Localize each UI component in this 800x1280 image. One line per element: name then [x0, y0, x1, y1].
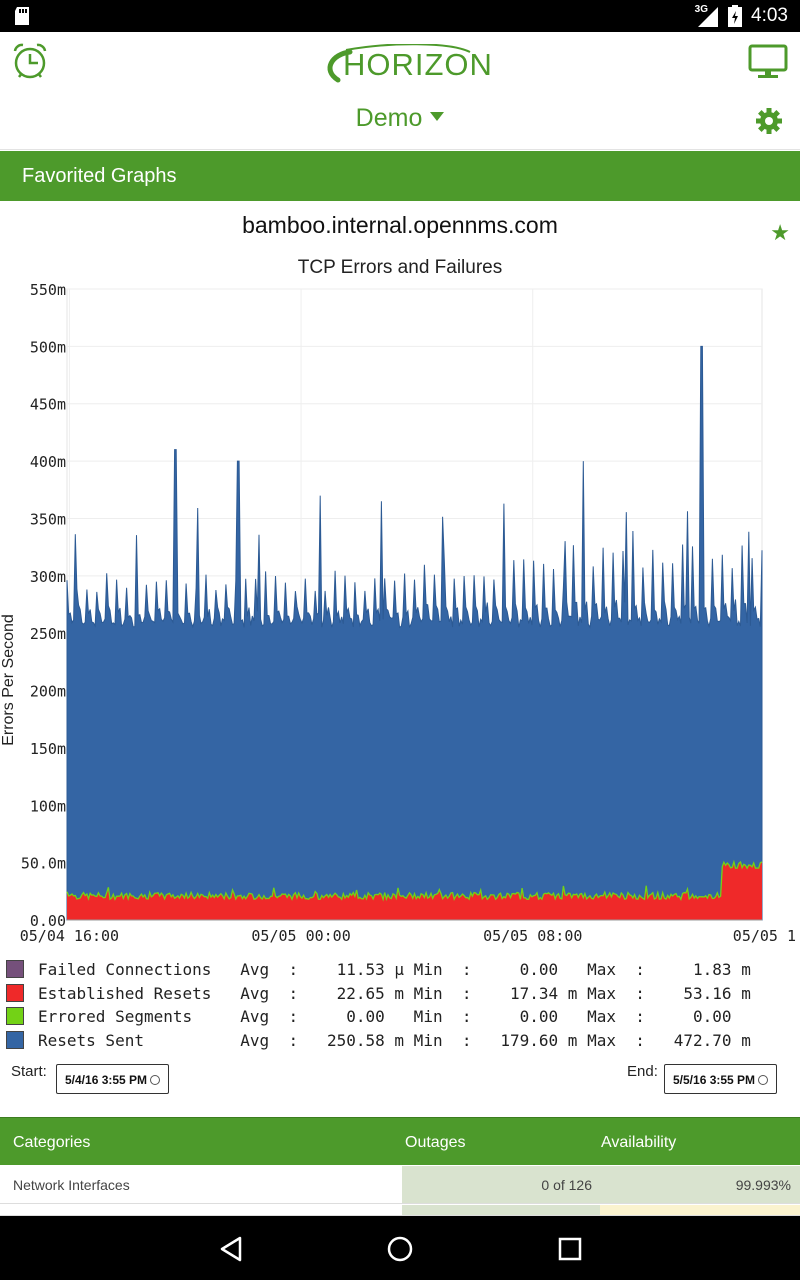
header-outages: Outages: [405, 1134, 466, 1151]
table-row[interactable]: [0, 1205, 800, 1216]
legend-text: Failed Connections Avg : 11.53 µ Min : 0…: [38, 960, 751, 979]
clock-time: 4:03: [751, 5, 788, 26]
recents-icon[interactable]: [558, 1237, 582, 1261]
settings-gear-icon[interactable]: [755, 107, 783, 135]
home-icon[interactable]: [387, 1236, 413, 1262]
end-date-value: 5/5/16 3:55 PM: [673, 1073, 756, 1087]
clock-icon: [150, 1075, 161, 1085]
category-name: Network Interfaces: [0, 1166, 402, 1203]
clock-icon: [758, 1075, 769, 1085]
legend-entry: Errored Segments Avg : 0.00 Min : 0.00 M…: [6, 1005, 800, 1029]
end-date-picker[interactable]: 5/5/16 3:55 PM: [664, 1064, 778, 1094]
x-tick-label: 05/05 1: [733, 927, 796, 945]
organization-dropdown[interactable]: Demo: [0, 104, 800, 133]
y-tick-label: 400m: [30, 453, 66, 471]
monitor-icon[interactable]: [748, 44, 788, 80]
legend-text: Errored Segments Avg : 0.00 Min : 0.00 M…: [38, 1007, 751, 1027]
category-outages: 0 of 126: [402, 1166, 600, 1203]
legend-text: Established Resets Avg : 22.65 m Min : 1…: [38, 983, 751, 1003]
y-tick-label: 150m: [30, 740, 66, 758]
legend-swatch: [6, 1007, 24, 1026]
series-errored-segments: [66, 859, 763, 902]
x-tick-label: 05/05 08:00: [483, 927, 582, 945]
legend-entry: Resets Sent Avg : 250.58 m Min : 179.60 …: [6, 1029, 800, 1053]
tcp-errors-chart: 0.00 50.0m 100m 150m 200m 250m 300m 350m 400m 450…: [0, 281, 796, 945]
chart-title: TCP Errors and Failures: [297, 257, 503, 278]
legend-text: Resets Sent Avg : 250.58 m Min : 179.60 …: [38, 1031, 751, 1051]
alarm-clock-icon[interactable]: [12, 42, 48, 80]
system-nav-bar: [0, 1216, 800, 1280]
legend-entry: Failed Connections Avg : 11.53 µ Min : 0…: [6, 958, 800, 982]
y-tick-label: 300m: [30, 568, 66, 586]
x-tick-label: 05/04 16:00: [20, 927, 119, 945]
category-availability: 99.993%: [600, 1166, 800, 1203]
categories-table-header: Categories Outages Availability: [0, 1117, 800, 1165]
y-axis-label: Errors Per Second: [0, 614, 17, 746]
legend-swatch: [6, 1031, 24, 1050]
header-categories: Categories: [13, 1134, 91, 1151]
favorited-graphs-header: Favorited Graphs: [0, 151, 800, 201]
series-resets-sent: [66, 345, 763, 921]
sd-card-icon: [15, 7, 29, 25]
y-tick-label: 100m: [30, 797, 66, 815]
start-date-value: 5/4/16 3:55 PM: [65, 1073, 148, 1087]
caret-down-icon: [430, 111, 445, 121]
table-row[interactable]: Network Interfaces 0 of 126 99.993%: [0, 1166, 800, 1204]
y-tick-label: 50.0m: [21, 855, 66, 873]
back-icon[interactable]: [218, 1236, 244, 1262]
y-tick-label: 250m: [30, 625, 66, 643]
y-tick-label: 0.00: [30, 912, 66, 930]
horizon-logo-icon: [327, 44, 471, 83]
start-date-picker[interactable]: 5/4/16 3:55 PM: [56, 1064, 170, 1094]
end-label: End:: [627, 1063, 658, 1080]
series-established-resets: [67, 861, 762, 920]
legend-entry: Established Resets Avg : 22.65 m Min : 1…: [6, 982, 800, 1006]
x-axis-ticks: 05/04 16:00 05/05 00:00 05/05 08:00 05/05 1: [20, 927, 796, 945]
x-tick-label: 05/05 00:00: [251, 927, 350, 945]
organization-name: Demo: [355, 104, 423, 132]
signal-icon: [698, 7, 718, 27]
start-label: Start:: [11, 1063, 47, 1080]
status-bar: 3G 4:03: [0, 0, 800, 32]
y-tick-label: 500m: [30, 338, 66, 356]
chart-areas: [66, 345, 763, 921]
favorite-star-icon[interactable]: ★: [770, 220, 790, 245]
chart-legend: Failed Connections Avg : 11.53 µ Min : 0…: [6, 958, 800, 1053]
battery-icon: [728, 5, 742, 27]
y-tick-label: 550m: [30, 281, 66, 299]
logo-text: HORIZON: [343, 47, 493, 82]
network-type: 3G: [694, 4, 708, 15]
app-header: HORIZON Demo: [0, 32, 800, 150]
legend-swatch: [6, 983, 24, 1002]
y-tick-label: 200m: [30, 683, 66, 701]
y-tick-label: 350m: [30, 510, 66, 528]
header-availability: Availability: [601, 1134, 677, 1151]
y-axis-ticks: 0.00 50.0m 100m 150m 200m 250m 300m 350m 400m 450…: [21, 281, 66, 930]
graph-host-name: bamboo.internal.opennms.com: [242, 212, 558, 238]
y-tick-label: 450m: [30, 396, 66, 414]
legend-swatch: [6, 960, 24, 978]
